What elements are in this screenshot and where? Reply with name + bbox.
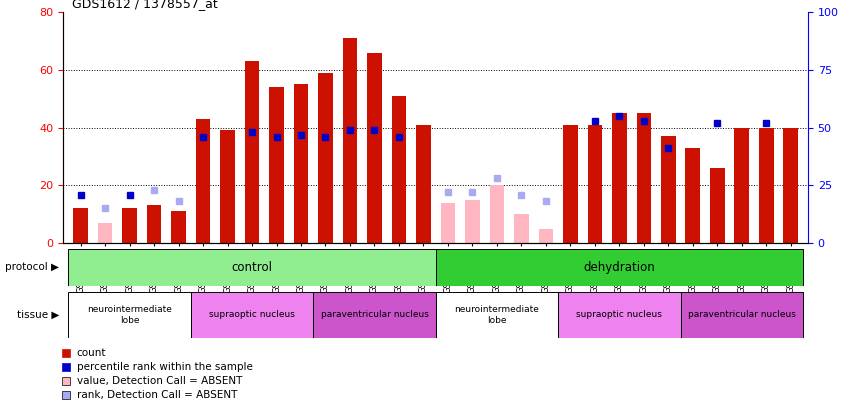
Text: supraoptic nucleus: supraoptic nucleus [209,310,295,320]
Text: paraventricular nucleus: paraventricular nucleus [688,310,796,320]
Bar [436,292,558,338]
Text: percentile rank within the sample: percentile rank within the sample [77,362,253,372]
Bar [313,292,436,338]
Bar [318,73,332,243]
Bar [146,205,162,243]
Text: paraventricular nucleus: paraventricular nucleus [321,310,428,320]
Text: value, Detection Call = ABSENT: value, Detection Call = ABSENT [77,376,242,386]
Text: rank, Detection Call = ABSENT: rank, Detection Call = ABSENT [77,390,237,400]
Bar [441,202,455,243]
Bar [680,292,803,338]
Text: GDS1612 / 1378557_at: GDS1612 / 1378557_at [72,0,217,10]
Text: neurointermediate
lobe: neurointermediate lobe [454,305,540,324]
Bar [436,249,803,286]
Bar [759,128,773,243]
Bar [514,214,529,243]
Bar [220,130,235,243]
Bar [465,200,480,243]
Bar [783,128,798,243]
Text: count: count [77,348,107,358]
Bar [392,96,406,243]
Text: dehydration: dehydration [584,261,656,274]
Text: protocol ▶: protocol ▶ [5,262,59,272]
Text: tissue ▶: tissue ▶ [17,310,59,320]
Bar [661,136,676,243]
Bar [171,211,186,243]
Bar [269,87,284,243]
Bar [195,119,211,243]
Bar [612,113,627,243]
Bar [294,84,308,243]
Bar [539,228,553,243]
Bar [367,53,382,243]
Bar [558,292,680,338]
Bar [685,148,700,243]
Bar [416,125,431,243]
Bar [636,113,651,243]
Bar [587,125,602,243]
Bar [734,128,750,243]
Bar [710,168,725,243]
Bar [563,125,578,243]
Bar [74,208,88,243]
Bar [490,185,504,243]
Bar [122,208,137,243]
Bar [191,292,313,338]
Bar [343,38,357,243]
Bar [98,223,113,243]
Text: control: control [232,261,272,274]
Bar [69,249,436,286]
Bar [69,292,191,338]
Bar [244,61,260,243]
Text: supraoptic nucleus: supraoptic nucleus [576,310,662,320]
Text: neurointermediate
lobe: neurointermediate lobe [87,305,172,324]
